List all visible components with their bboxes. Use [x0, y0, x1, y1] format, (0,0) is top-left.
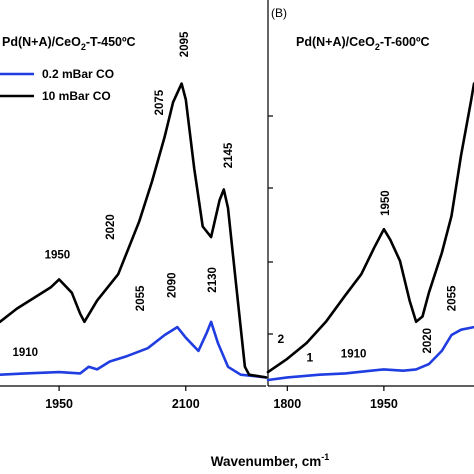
peak-label: 2055 [135, 285, 147, 311]
x-axis-title: Wavenumber, cm-1 [211, 452, 330, 469]
series-line-2 [0, 82, 268, 379]
peak-label: 2055 [447, 285, 459, 311]
x-tick-label: 2100 [172, 397, 200, 411]
series-line-1 [266, 82, 474, 374]
panel-title: Pd(N+A)/CeO2-T-600ºC [296, 35, 430, 52]
legend-label: 0.2 mBar CO [42, 67, 114, 81]
peak-label: 1950 [45, 249, 71, 261]
x-tick-label: 1950 [370, 397, 398, 411]
x-tick-label: 1950 [45, 397, 73, 411]
series-line-2 [266, 325, 474, 382]
panel-a: 1950 2100 Pd(N+A)/CeO2-T-450ºC 0.2 mBar CO 1… [0, 31, 268, 411]
peak-label: 2075 [154, 89, 166, 115]
peak-label: 1910 [341, 349, 367, 361]
peak-label: 1910 [13, 347, 39, 359]
peak-label: 2095 [179, 31, 191, 57]
x-axis-label: Wavenumber, cm-1 [211, 452, 330, 469]
curve-number-label: 2 [278, 332, 285, 346]
peak-label: 2020 [422, 328, 434, 354]
curve-number-label: 1 [307, 350, 314, 364]
x-tick-label: 1800 [273, 397, 301, 411]
series-line-1 [0, 320, 268, 379]
panel-label: (B) [271, 6, 287, 20]
legend-label: 10 mBar CO [42, 89, 111, 103]
peak-label: 2145 [223, 142, 235, 168]
panel-title: Pd(N+A)/CeO2-T-450ºC [2, 35, 136, 52]
panel-b: 1800 1950 Pd(N+A)/CeO2-T-600ºC (B) 2 1 1910 195… [266, 0, 474, 411]
peak-label: 2090 [166, 272, 178, 298]
peak-label: 2020 [105, 214, 117, 240]
peak-label: 1950 [380, 190, 392, 216]
peak-label: 2130 [207, 267, 219, 293]
